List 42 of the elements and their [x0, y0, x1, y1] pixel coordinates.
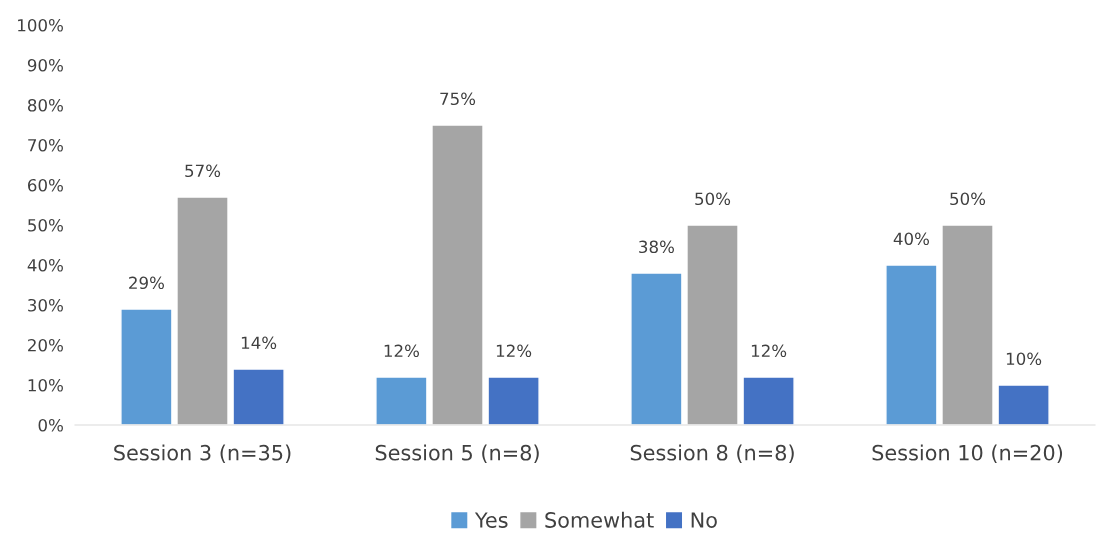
- bar: [630, 272, 683, 425]
- legend-label: Yes: [474, 512, 508, 528]
- x-tick-label: Session 3 (n=35): [114, 444, 291, 464]
- y-tick-label: 20%: [28, 338, 63, 352]
- data-label: 50%: [695, 192, 731, 206]
- bar: [120, 308, 173, 425]
- legend-label: Somewhat: [545, 511, 654, 528]
- data-label: 12%: [751, 344, 787, 358]
- y-tick-label: 40%: [27, 258, 63, 272]
- data-label: 40%: [893, 232, 929, 246]
- y-tick-label: 30%: [28, 298, 63, 312]
- y-tick-label: 70%: [28, 138, 63, 152]
- data-label: 14%: [241, 336, 277, 350]
- bar: [742, 376, 795, 425]
- bar: [176, 196, 229, 425]
- y-tick-label: 90%: [27, 58, 63, 72]
- x-tick-label: Session 8 (n=8): [630, 444, 794, 464]
- data-label: 50%: [950, 192, 986, 206]
- y-tick-label: 10%: [28, 378, 63, 392]
- data-label: 38%: [639, 240, 674, 254]
- legend-label: No: [691, 512, 717, 528]
- y-tick-label: 50%: [28, 218, 63, 232]
- data-label: 10%: [1006, 352, 1042, 366]
- bar: [885, 264, 938, 425]
- data-label: 12%: [384, 344, 419, 358]
- bar: [941, 224, 994, 425]
- bar: [232, 368, 285, 425]
- y-tick-label: 60%: [28, 178, 63, 192]
- data-label: 75%: [440, 92, 476, 106]
- data-label: 29%: [129, 276, 164, 290]
- bar: [997, 384, 1050, 425]
- y-tick-label: 80%: [27, 98, 63, 112]
- bar: [487, 376, 540, 425]
- y-tick-label: 0%: [38, 418, 63, 432]
- x-tick-label: Session 5 (n=8): [375, 444, 539, 464]
- data-label: 57%: [185, 164, 221, 178]
- y-tick-label: 100%: [18, 18, 63, 32]
- bar: [431, 124, 484, 425]
- bar: [375, 376, 428, 425]
- data-label: 12%: [496, 344, 532, 358]
- bar: [686, 224, 739, 425]
- x-tick-label: Session 10 (n=20): [872, 444, 1063, 464]
